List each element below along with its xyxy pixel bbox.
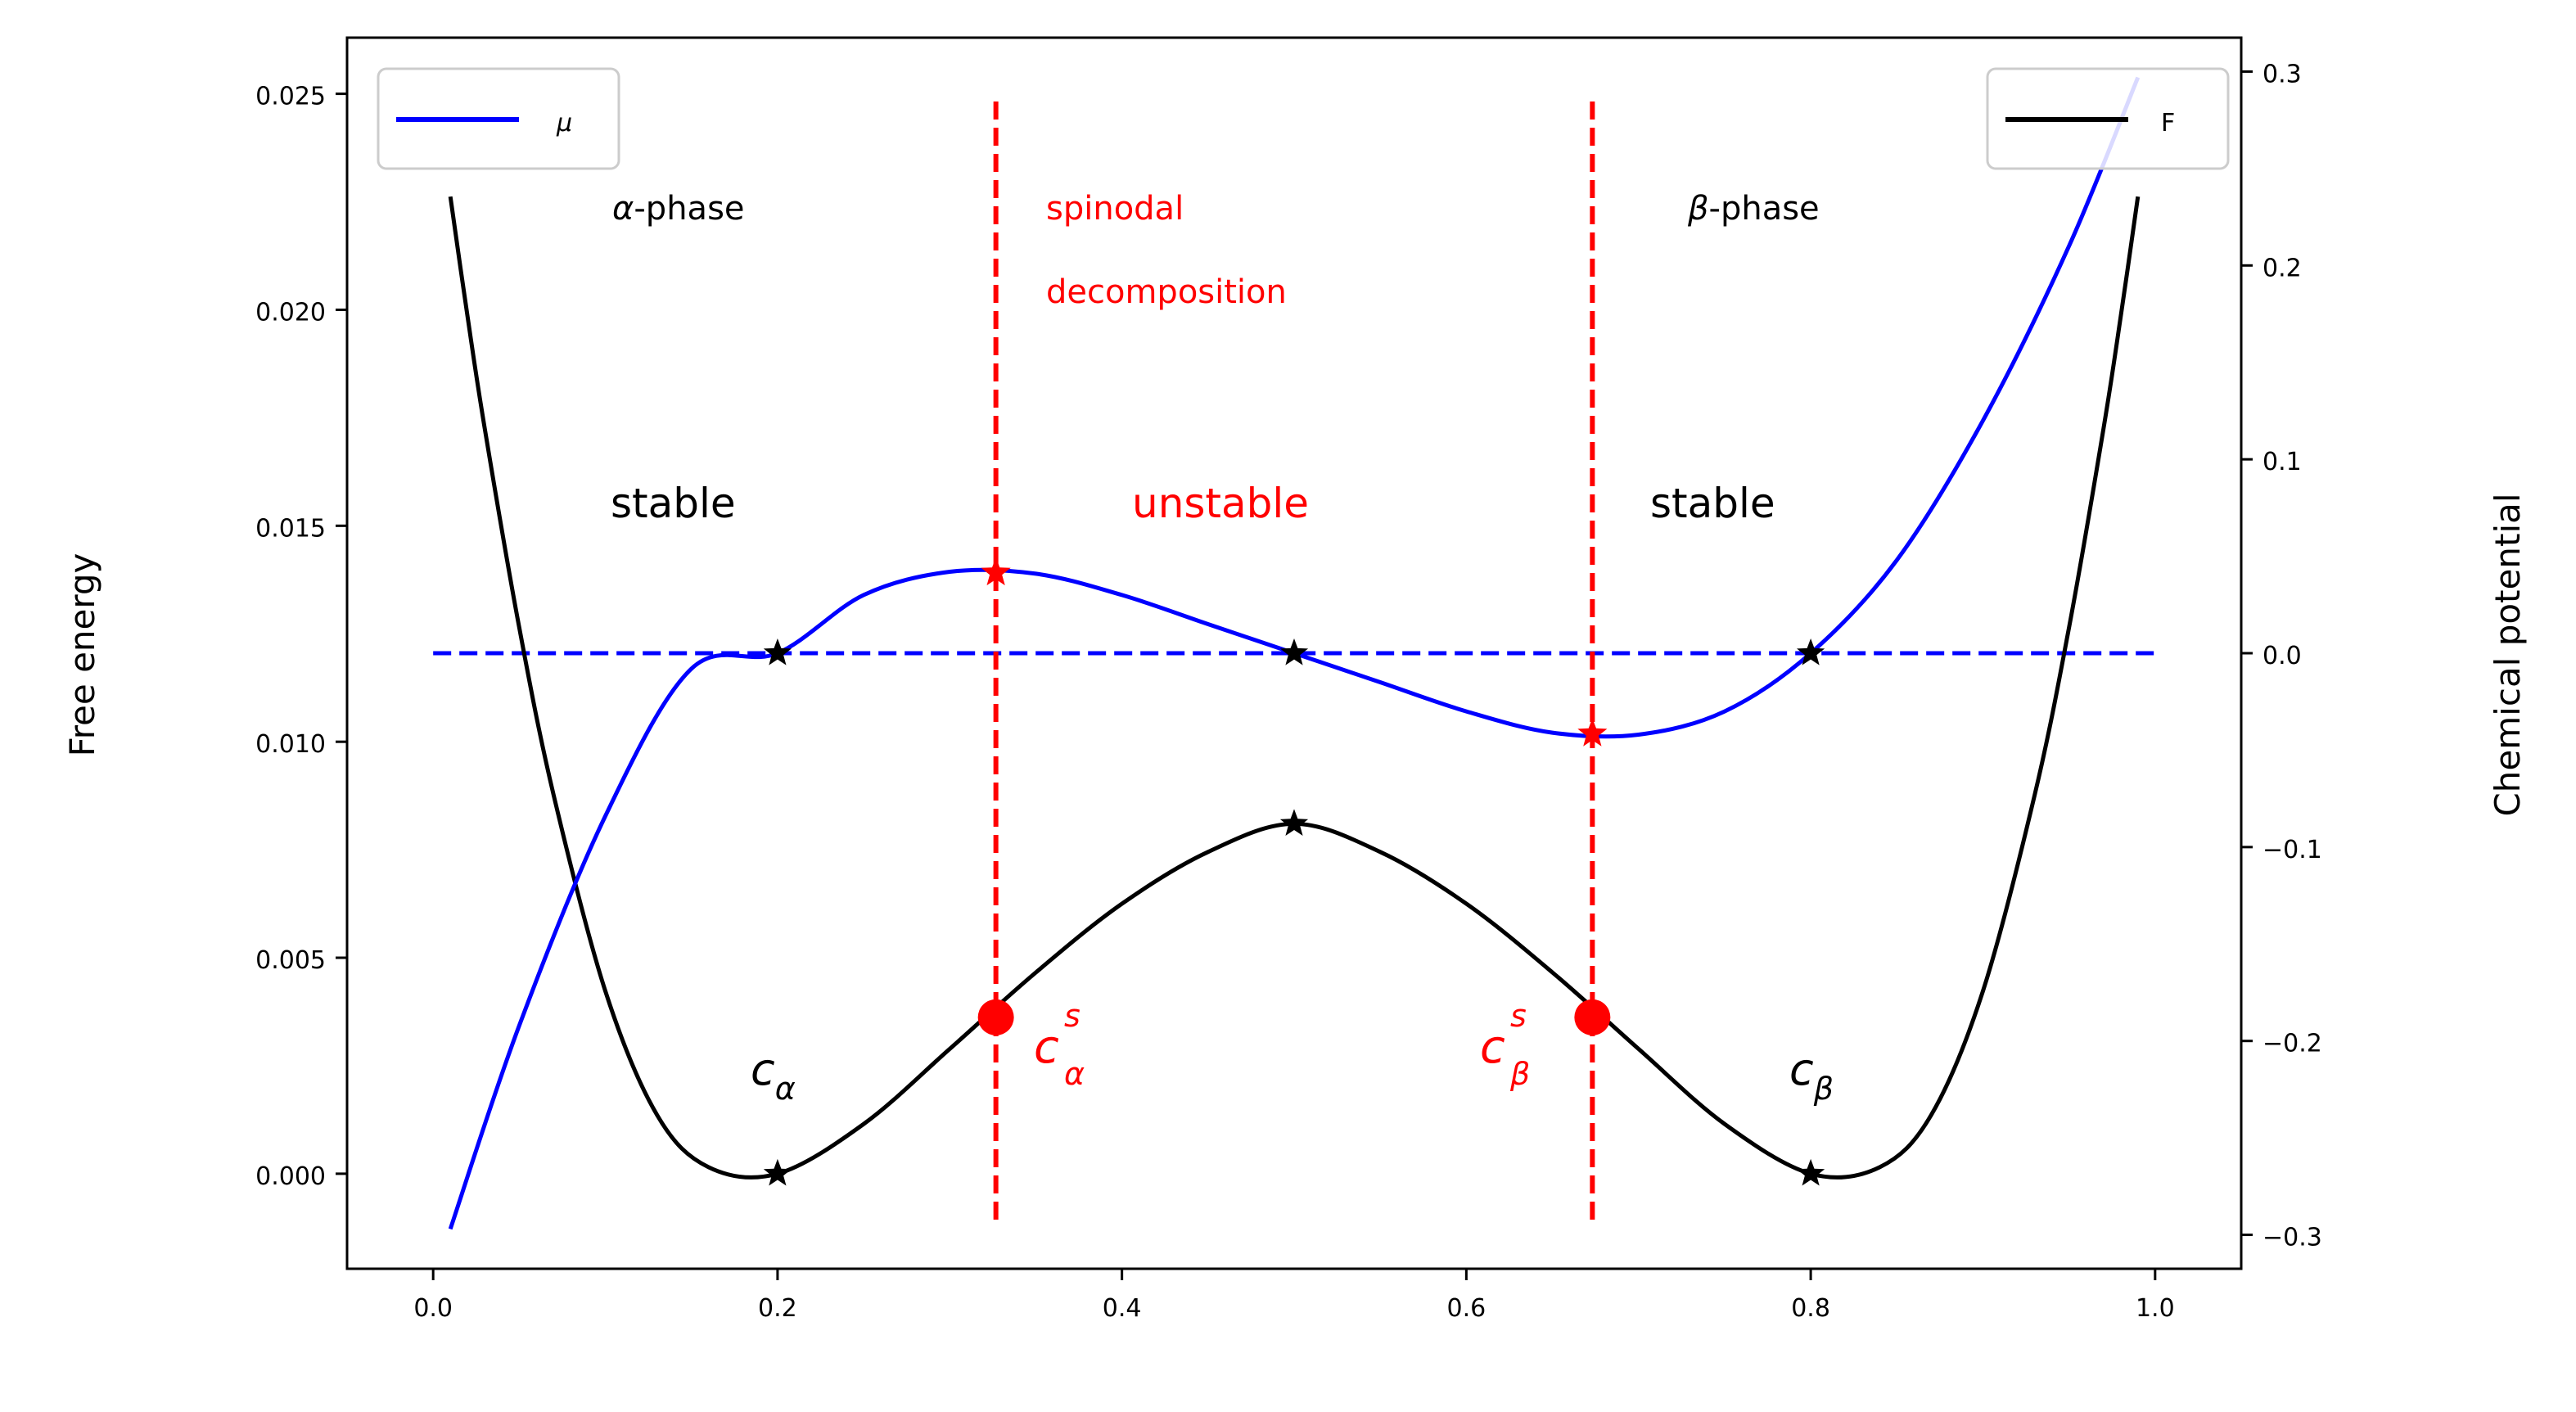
c-beta-label: cβ	[1789, 1044, 1834, 1107]
mu-spinodal-star-marker	[1577, 718, 1608, 747]
right-tick-label: −0.3	[2262, 1224, 2322, 1252]
c-beta-s-sup: s	[1510, 998, 1527, 1034]
mu-star-marker	[763, 638, 792, 665]
f-spinodal-dot	[977, 999, 1014, 1035]
beta-phase-label: β-phase	[1687, 190, 1820, 228]
x-tick-label: 0.8	[1791, 1294, 1830, 1323]
f-star-marker	[1279, 809, 1309, 836]
right-tick-label: −0.2	[2262, 1030, 2322, 1058]
left-tick-label: 0.025	[255, 83, 326, 111]
right-tick-label: −0.1	[2262, 836, 2322, 864]
spinodal-label: spinodal	[1046, 190, 1184, 228]
left-axis-title: Free energy	[62, 553, 102, 757]
x-tick-label: 1.0	[2136, 1294, 2175, 1323]
c-beta-s-sub: β	[1509, 1056, 1530, 1092]
x-tick-label: 0.6	[1447, 1294, 1487, 1323]
x-tick-label: 0.4	[1103, 1294, 1142, 1323]
unstable-label: unstable	[1132, 480, 1309, 527]
legend-mu-label: μ	[556, 109, 572, 138]
c-alpha-label: cα	[751, 1044, 796, 1107]
mu-star-marker	[1797, 638, 1825, 665]
mu-spinodal-star-marker	[981, 557, 1011, 586]
right-tick-label: 0.3	[2262, 60, 2302, 88]
right-tick-label: 0.1	[2262, 448, 2302, 476]
legend-f: F	[1986, 67, 2230, 170]
c-alpha-s-sup: s	[1064, 998, 1080, 1034]
c-alpha-s-label: c	[1034, 1021, 1059, 1074]
right-tick-label: 0.2	[2262, 254, 2302, 282]
c-alpha-s-sub: α	[1064, 1056, 1085, 1092]
stable-right-label: stable	[1650, 480, 1775, 527]
right-tick-label: 0.0	[2262, 642, 2302, 670]
c-beta-s-label: c	[1480, 1021, 1505, 1074]
f-spinodal-dot	[1574, 999, 1611, 1035]
legend-f-label: F	[2161, 109, 2175, 138]
left-tick-label: 0.000	[255, 1162, 326, 1191]
f-star-marker	[1797, 1158, 1825, 1186]
alpha-phase-label: α-phase	[612, 190, 745, 228]
decomposition-label: decomposition	[1046, 273, 1287, 311]
x-tick-label: 0.2	[758, 1294, 797, 1323]
x-tick-label: 0.0	[413, 1294, 453, 1323]
mu-star-marker	[1279, 638, 1309, 665]
stable-left-label: stable	[611, 480, 736, 527]
left-tick-label: 0.005	[255, 946, 326, 975]
right-axis-title: Chemical potential	[2488, 493, 2528, 816]
legend-mu: μ	[377, 67, 620, 170]
left-tick-label: 0.010	[255, 730, 326, 759]
f-star-marker	[763, 1158, 792, 1186]
left-tick-label: 0.020	[255, 298, 326, 327]
left-tick-label: 0.015	[255, 514, 326, 543]
